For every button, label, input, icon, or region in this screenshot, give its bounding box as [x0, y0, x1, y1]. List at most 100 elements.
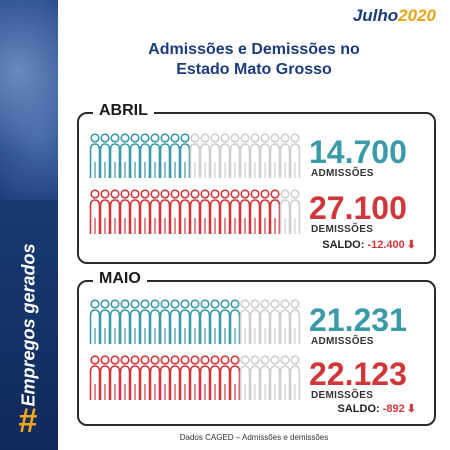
- person-icon-inactive: [239, 355, 251, 400]
- person-icon-active: [229, 299, 241, 344]
- person-icon-active: [259, 189, 271, 234]
- person-icon-active: [119, 189, 131, 234]
- arrow-down-icon: ⬇: [406, 239, 416, 251]
- person-icon-active: [169, 355, 181, 400]
- person-icon-active: [119, 299, 131, 344]
- person-icon-inactive: [279, 299, 291, 344]
- person-icon-active: [139, 133, 151, 178]
- saldo-value: -12.400: [367, 239, 405, 251]
- brand-month: Julho: [352, 6, 399, 25]
- person-icon-active: [129, 299, 141, 344]
- person-icon-active: [189, 299, 201, 344]
- saldo: SALDO: -12.400 ⬇: [322, 238, 416, 251]
- saldo: SALDO: -892 ⬇: [338, 402, 416, 415]
- admissoes-people-row: [89, 133, 301, 178]
- person-icon-active: [129, 355, 141, 400]
- person-icon-active: [229, 189, 241, 234]
- person-icon-active: [179, 189, 191, 234]
- admissoes-people-row: [89, 299, 301, 344]
- person-icon-active: [99, 189, 111, 234]
- hashtag-icon: #: [18, 402, 38, 440]
- vertical-title: Empregos gerados: [18, 243, 39, 407]
- person-icon-active: [199, 189, 211, 234]
- person-icon-active: [219, 189, 231, 234]
- demissoes-label: DEMISSÕES: [311, 224, 374, 235]
- person-icon-inactive: [269, 355, 281, 400]
- vertical-banner: Empregos gerados: [0, 235, 58, 415]
- person-icon-active: [139, 355, 151, 400]
- person-icon-active: [119, 133, 131, 178]
- demissoes-label: DEMISSÕES: [311, 390, 374, 401]
- person-icon-active: [169, 299, 181, 344]
- person-icon-inactive: [259, 355, 271, 400]
- person-icon-active: [159, 299, 171, 344]
- demissoes-value: 27.100: [309, 190, 407, 226]
- person-icon-active: [269, 189, 281, 234]
- person-icon-inactive: [189, 133, 201, 178]
- person-icon-active: [99, 133, 111, 178]
- saldo-value: -892: [382, 403, 405, 415]
- admissoes-value: 14.700: [309, 134, 407, 170]
- person-icon-active: [239, 189, 251, 234]
- person-icon-active: [199, 355, 211, 400]
- person-icon-inactive: [249, 299, 261, 344]
- person-icon-active: [109, 355, 121, 400]
- person-icon-active: [139, 189, 151, 234]
- person-icon-active: [99, 299, 111, 344]
- person-icon-active: [149, 189, 161, 234]
- arrow-down-icon: ⬇: [406, 403, 416, 415]
- person-icon-inactive: [289, 133, 301, 178]
- person-icon-active: [199, 299, 211, 344]
- brand-year: 2020: [398, 6, 436, 25]
- person-icon-inactive: [279, 355, 291, 400]
- person-icon-active: [89, 299, 101, 344]
- person-icon-inactive: [239, 133, 251, 178]
- person-icon-active: [209, 189, 221, 234]
- person-icon-active: [179, 133, 191, 178]
- person-icon-active: [129, 189, 141, 234]
- person-icon-active: [189, 189, 201, 234]
- person-icon-inactive: [279, 189, 291, 234]
- title-line-2: Estado Mato Grosso: [176, 61, 332, 78]
- person-icon-active: [89, 133, 101, 178]
- person-icon-active: [209, 355, 221, 400]
- saldo-label: SALDO:: [337, 403, 380, 415]
- panel-abril: ABRIL 14.700 ADMISSÕES 27.100 DEMISSÕES …: [77, 102, 436, 264]
- person-icon-active: [119, 355, 131, 400]
- footer-source: Dados CAGED – Admissões e demissões: [179, 433, 329, 442]
- person-icon-active: [189, 355, 201, 400]
- person-icon-inactive: [289, 299, 301, 344]
- person-icon-inactive: [199, 133, 211, 178]
- admissoes-value: 21.231: [309, 302, 407, 338]
- person-icon-active: [109, 133, 121, 178]
- person-icon-active: [139, 299, 151, 344]
- person-icon-inactive: [229, 133, 241, 178]
- person-icon-active: [219, 299, 231, 344]
- person-icon-active: [89, 355, 101, 400]
- person-icon-active: [149, 299, 161, 344]
- person-icon-active: [179, 355, 191, 400]
- person-icon-active: [99, 355, 111, 400]
- demissoes-people-row: [89, 189, 301, 234]
- person-icon-active: [89, 189, 101, 234]
- person-icon-inactive: [289, 355, 301, 400]
- demissoes-people-row: [89, 355, 301, 400]
- person-icon-active: [109, 189, 121, 234]
- demissoes-value: 22.123: [309, 356, 407, 392]
- admissoes-label: ADMISSÕES: [311, 168, 374, 179]
- person-icon-inactive: [279, 133, 291, 178]
- person-icon-inactive: [209, 133, 221, 178]
- person-icon-active: [129, 133, 141, 178]
- person-icon-inactive: [259, 299, 271, 344]
- saldo-label: SALDO:: [322, 239, 365, 251]
- panel-maio: MAIO 21.231 ADMISSÕES 22.123 DEMISSÕES S…: [77, 270, 436, 426]
- person-icon-active: [229, 355, 241, 400]
- person-icon-active: [249, 189, 261, 234]
- person-icon-inactive: [269, 133, 281, 178]
- person-icon-inactive: [219, 133, 231, 178]
- person-icon-active: [209, 299, 221, 344]
- person-icon-inactive: [249, 133, 261, 178]
- person-icon-active: [219, 355, 231, 400]
- title-line-1: Admissões e Demissões no: [148, 41, 360, 58]
- panel-label: MAIO: [93, 270, 147, 288]
